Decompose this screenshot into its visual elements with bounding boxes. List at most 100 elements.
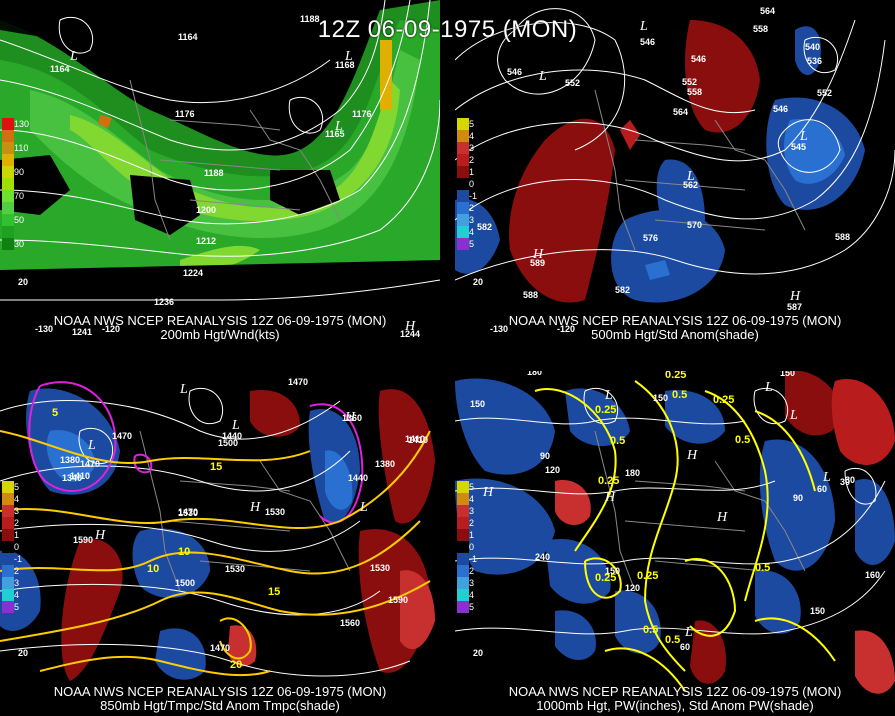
svg-text:150: 150 [470, 399, 485, 409]
panel-200mb-height-wind: 1188 1164 1164 1168 1176 1176 1188 1200 … [0, 0, 440, 345]
svg-text:20: 20 [18, 648, 28, 658]
svg-text:90: 90 [793, 493, 803, 503]
svg-text:H: H [344, 410, 356, 425]
svg-text:570: 570 [687, 220, 702, 230]
svg-text:L: L [87, 438, 96, 453]
svg-text:587: 587 [787, 302, 802, 312]
svg-text:1440: 1440 [348, 473, 368, 483]
svg-text:180: 180 [625, 468, 640, 478]
svg-text:20: 20 [473, 277, 483, 287]
svg-text:1410: 1410 [408, 435, 428, 445]
svg-text:15: 15 [268, 586, 280, 598]
svg-text:1410: 1410 [405, 434, 425, 444]
svg-text:564: 564 [673, 107, 688, 117]
svg-text:582: 582 [615, 285, 630, 295]
caption-line-1: NOAA NWS NCEP REANALYSIS 12Z 06-09-1975 … [53, 684, 387, 699]
map-500mb: 564 558 540 546 546 536 546 552 552 558 … [455, 6, 895, 334]
height-contours [0, 387, 411, 677]
svg-text:-120: -120 [102, 324, 120, 334]
svg-text:0.5: 0.5 [672, 389, 687, 401]
svg-text:576: 576 [643, 233, 658, 243]
svg-text:H: H [404, 319, 416, 334]
svg-text:L: L [69, 49, 78, 64]
legend-labels-850mb: 5 4 3 2 1 0 -1 2 3 4 5 [14, 482, 23, 612]
pressure-centers: L L L L H H H H L [482, 380, 831, 640]
svg-text:30: 30 [840, 477, 850, 487]
height-contours [455, 8, 895, 281]
height-contours [0, 0, 440, 301]
height-contours [455, 387, 886, 635]
pressure-centers: L L L L H H [532, 19, 808, 304]
svg-text:1360: 1360 [342, 413, 362, 423]
svg-text:1188: 1188 [204, 168, 224, 178]
contour-labels: 564 558 540 546 546 536 546 552 552 558 … [473, 6, 850, 334]
svg-text:552: 552 [682, 77, 697, 87]
pressure-centers: L L L H [69, 49, 416, 334]
svg-text:1380: 1380 [60, 455, 80, 465]
legend-1000mb [457, 481, 469, 613]
map-850mb: 1470 1470 1440 1500 1470 1410 1380 1340 … [0, 377, 435, 681]
svg-text:60: 60 [680, 642, 690, 652]
svg-text:1590: 1590 [388, 595, 408, 605]
svg-text:H: H [532, 247, 544, 262]
temperature-contours [0, 430, 431, 677]
svg-text:1530: 1530 [225, 564, 245, 574]
svg-text:L: L [538, 69, 547, 84]
svg-text:90: 90 [540, 451, 550, 461]
svg-text:H: H [94, 528, 106, 543]
svg-text:1176: 1176 [175, 109, 195, 119]
svg-text:0.25: 0.25 [665, 371, 686, 381]
svg-text:1530: 1530 [265, 507, 285, 517]
legend-850mb [2, 481, 14, 613]
svg-text:589: 589 [530, 258, 545, 268]
svg-text:1470: 1470 [112, 431, 132, 441]
svg-text:L: L [639, 19, 648, 34]
svg-text:1560: 1560 [340, 618, 360, 628]
svg-text:546: 546 [773, 104, 788, 114]
pressure-centers: L L L H H L H [87, 382, 368, 543]
svg-text:1500: 1500 [218, 438, 238, 448]
svg-text:588: 588 [523, 290, 538, 300]
anomaly-shading [455, 371, 895, 694]
svg-text:L: L [684, 625, 693, 640]
svg-text:H: H [716, 510, 728, 525]
svg-text:L: L [359, 500, 368, 515]
svg-text:0.25: 0.25 [637, 570, 658, 582]
caption-line-2: 1000mb Hgt, PW(inches), Std Anom PW(shad… [536, 698, 814, 713]
svg-text:L: L [344, 49, 353, 64]
svg-text:1410: 1410 [70, 471, 90, 481]
svg-text:1340: 1340 [62, 473, 82, 483]
svg-text:150: 150 [605, 566, 620, 576]
svg-text:L: L [799, 129, 808, 144]
svg-text:-130: -130 [490, 324, 508, 334]
svg-text:1244: 1244 [400, 329, 420, 339]
svg-text:30: 30 [845, 475, 855, 485]
wind-shading [0, 0, 440, 345]
svg-text:1590: 1590 [73, 535, 93, 545]
svg-text:0.5: 0.5 [665, 634, 680, 646]
svg-text:240: 240 [535, 552, 550, 562]
svg-text:0.25: 0.25 [713, 394, 734, 406]
contour-labels: 1188 1164 1164 1168 1176 1176 1188 1200 … [18, 14, 420, 339]
svg-text:1165: 1165 [325, 129, 345, 139]
svg-text:10: 10 [178, 546, 190, 558]
svg-text:546: 546 [640, 37, 655, 47]
svg-text:1470: 1470 [288, 377, 308, 387]
svg-text:558: 558 [687, 87, 702, 97]
coastlines [594, 430, 806, 592]
svg-text:564: 564 [760, 6, 775, 16]
svg-text:160: 160 [865, 570, 880, 580]
caption-line-1: NOAA NWS NCEP REANALYSIS 12Z 06-09-1975 … [508, 313, 842, 328]
svg-text:1168: 1168 [335, 60, 355, 70]
svg-text:H: H [686, 448, 698, 463]
svg-text:0.25: 0.25 [595, 572, 616, 584]
svg-text:150: 150 [653, 393, 668, 403]
svg-text:1224: 1224 [183, 268, 203, 278]
svg-text:L: L [789, 408, 798, 423]
svg-text:L: L [179, 382, 188, 397]
svg-text:-130: -130 [35, 324, 53, 334]
svg-text:150: 150 [810, 606, 825, 616]
svg-text:0.5: 0.5 [610, 435, 625, 447]
svg-text:562: 562 [683, 180, 698, 190]
svg-text:1470: 1470 [80, 459, 100, 469]
